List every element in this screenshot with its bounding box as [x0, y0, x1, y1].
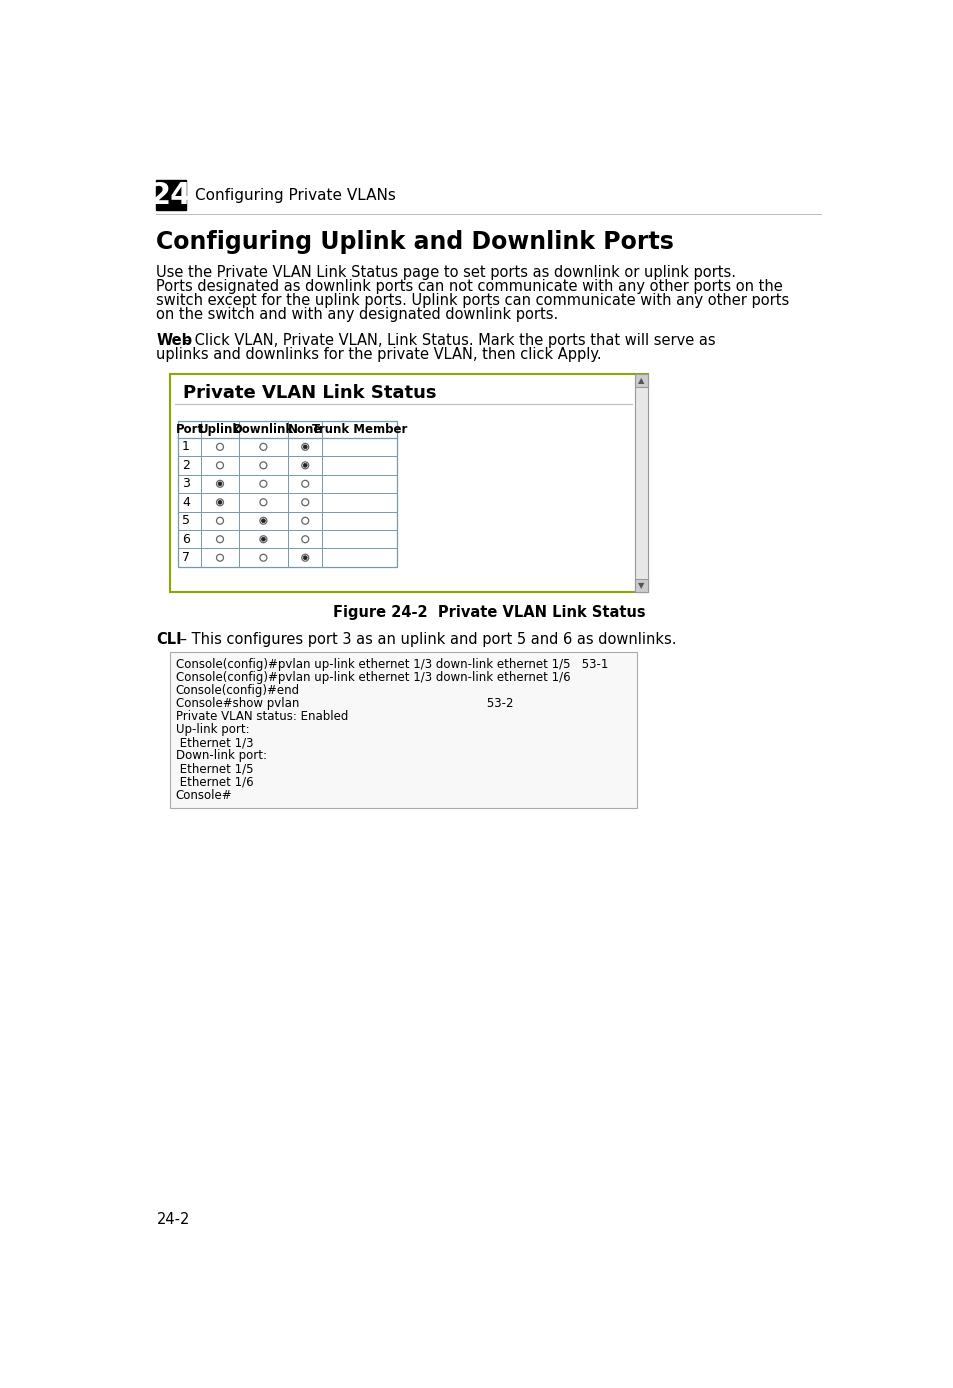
Text: – This configures port 3 as an uplink and port 5 and 6 as downlinks.: – This configures port 3 as an uplink an…	[174, 632, 676, 647]
Text: Configuring Private VLANs: Configuring Private VLANs	[195, 187, 395, 203]
Circle shape	[259, 536, 267, 543]
Text: on the switch and with any designated downlink ports.: on the switch and with any designated do…	[156, 307, 558, 322]
Bar	[171, 651, 637, 808]
Circle shape	[259, 443, 267, 450]
Circle shape	[216, 443, 223, 450]
Circle shape	[259, 480, 267, 487]
Circle shape	[303, 446, 307, 448]
Circle shape	[301, 518, 309, 525]
Text: Uplink: Uplink	[199, 422, 241, 436]
Circle shape	[216, 480, 223, 487]
Text: None: None	[288, 422, 322, 436]
Text: 1: 1	[182, 440, 190, 454]
Circle shape	[261, 519, 265, 523]
Circle shape	[216, 462, 223, 469]
Circle shape	[216, 498, 223, 505]
Circle shape	[261, 537, 265, 541]
Circle shape	[259, 462, 267, 469]
Text: Use the Private VLAN Link Status page to set ports as downlink or uplink ports.: Use the Private VLAN Link Status page to…	[156, 265, 736, 280]
Text: Figure 24-2  Private VLAN Link Status: Figure 24-2 Private VLAN Link Status	[333, 605, 644, 620]
Circle shape	[259, 498, 267, 505]
Text: 2: 2	[182, 459, 190, 472]
Text: Ethernet 1/3: Ethernet 1/3	[175, 737, 253, 750]
Text: ▲: ▲	[638, 376, 644, 384]
Text: uplinks and downlinks for the private VLAN, then click Apply.: uplinks and downlinks for the private VL…	[156, 347, 601, 362]
Text: Trunk Member: Trunk Member	[312, 422, 407, 436]
Bar	[156, 180, 186, 210]
Text: Downlink: Downlink	[233, 422, 294, 436]
Circle shape	[301, 536, 309, 543]
Bar	[635, 375, 647, 591]
Circle shape	[301, 480, 309, 487]
Bar	[178, 421, 396, 566]
Circle shape	[216, 554, 223, 561]
Text: Port: Port	[175, 422, 204, 436]
Bar	[171, 375, 647, 591]
Text: 24: 24	[150, 180, 193, 210]
Text: switch except for the uplink ports. Uplink ports can communicate with any other : switch except for the uplink ports. Upli…	[156, 293, 789, 308]
Text: Web: Web	[156, 333, 193, 348]
Text: 3: 3	[182, 477, 190, 490]
Text: Up-link port:: Up-link port:	[175, 723, 249, 736]
Circle shape	[301, 462, 309, 469]
Text: ▼: ▼	[638, 582, 644, 590]
Circle shape	[301, 554, 309, 561]
Circle shape	[303, 464, 307, 468]
Text: Console#show pvlan                                                  53-2: Console#show pvlan 53-2	[175, 697, 513, 711]
Circle shape	[259, 518, 267, 525]
Circle shape	[259, 554, 267, 561]
Text: Ports designated as downlink ports can not communicate with any other ports on t: Ports designated as downlink ports can n…	[156, 279, 782, 294]
Circle shape	[216, 536, 223, 543]
Text: – Click VLAN, Private VLAN, Link Status. Mark the ports that will serve as: – Click VLAN, Private VLAN, Link Status.…	[178, 333, 715, 348]
Text: 4: 4	[182, 496, 190, 509]
Circle shape	[301, 498, 309, 505]
Text: 7: 7	[182, 551, 190, 564]
Circle shape	[218, 482, 222, 486]
Text: Private VLAN status: Enabled: Private VLAN status: Enabled	[175, 711, 348, 723]
Circle shape	[303, 555, 307, 559]
Text: Ethernet 1/5: Ethernet 1/5	[175, 762, 253, 776]
Text: Down-link port:: Down-link port:	[175, 750, 267, 762]
Text: Console(config)#end: Console(config)#end	[175, 684, 299, 697]
Text: 5: 5	[182, 515, 190, 527]
Bar	[635, 375, 647, 387]
Text: Console(config)#pvlan up-link ethernet 1/3 down-link ethernet 1/6: Console(config)#pvlan up-link ethernet 1…	[175, 670, 570, 684]
Circle shape	[301, 443, 309, 450]
Circle shape	[218, 500, 222, 504]
Circle shape	[216, 518, 223, 525]
Text: Ethernet 1/6: Ethernet 1/6	[175, 776, 253, 788]
Bar	[635, 579, 647, 591]
Text: 6: 6	[182, 533, 190, 545]
Text: 24-2: 24-2	[156, 1212, 190, 1227]
Text: Private VLAN Link Status: Private VLAN Link Status	[183, 383, 436, 401]
Text: Console(config)#pvlan up-link ethernet 1/3 down-link ethernet 1/5   53-1: Console(config)#pvlan up-link ethernet 1…	[175, 658, 608, 670]
Text: Configuring Uplink and Downlink Ports: Configuring Uplink and Downlink Ports	[156, 229, 674, 254]
Text: Console#: Console#	[175, 788, 233, 802]
Text: CLI: CLI	[156, 632, 182, 647]
